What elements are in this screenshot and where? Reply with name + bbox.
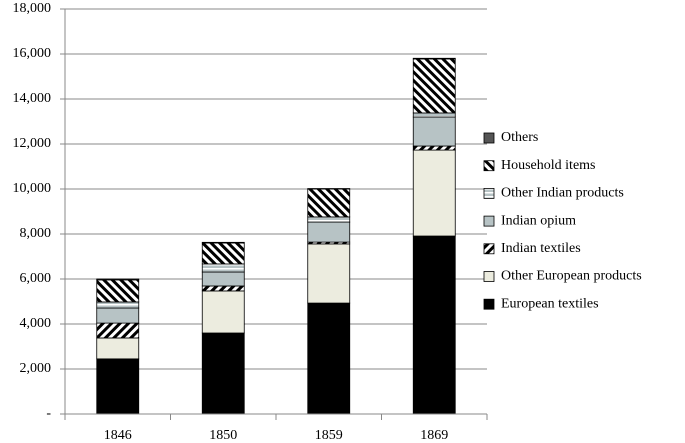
bar-segment bbox=[96, 337, 140, 360]
legend-label: Others bbox=[501, 130, 538, 145]
bar-segment bbox=[412, 145, 456, 151]
bar-segment bbox=[412, 149, 456, 237]
bar-segment bbox=[96, 358, 140, 415]
bar-segment bbox=[307, 243, 351, 304]
bar-segment bbox=[307, 188, 351, 218]
x-tick-label: 1850 bbox=[209, 428, 237, 443]
bar-segment bbox=[201, 285, 245, 292]
legend-swatch bbox=[483, 243, 495, 255]
bar-segment bbox=[412, 57, 456, 60]
bar-segment bbox=[201, 290, 245, 334]
bar-segment bbox=[96, 278, 140, 281]
y-tick-label: 4,000 bbox=[20, 316, 52, 331]
y-tick-label: 6,000 bbox=[20, 271, 52, 286]
legend-swatch bbox=[483, 160, 495, 172]
bar-segment bbox=[201, 242, 245, 265]
bar-segment bbox=[201, 332, 245, 415]
x-tick-label: 1846 bbox=[104, 428, 132, 443]
bar-segment bbox=[201, 241, 245, 244]
legend-label: European textiles bbox=[501, 296, 599, 311]
y-tick-label: 16,000 bbox=[13, 46, 52, 61]
y-tick-label: 14,000 bbox=[13, 91, 52, 106]
bar-segment bbox=[307, 302, 351, 415]
y-tick-label: 2,000 bbox=[20, 361, 52, 376]
x-tick-label: 1869 bbox=[420, 428, 448, 443]
legend-label: Other Indian products bbox=[501, 186, 624, 201]
y-tick-label: 10,000 bbox=[13, 181, 52, 196]
y-tick-label: 18,000 bbox=[13, 1, 52, 16]
bar-segment bbox=[201, 263, 245, 273]
legend-swatch bbox=[483, 132, 495, 144]
legend-swatch bbox=[483, 215, 495, 227]
y-tick-label: 8,000 bbox=[20, 226, 52, 241]
bar-segment bbox=[96, 322, 140, 339]
legend-swatch bbox=[483, 187, 495, 199]
legend-label: Other European products bbox=[501, 269, 642, 284]
bar-segment bbox=[96, 307, 140, 324]
bar-segment bbox=[412, 58, 456, 114]
bar-segment bbox=[412, 116, 456, 147]
legend-label: Household items bbox=[501, 158, 596, 173]
bar-segment bbox=[307, 216, 351, 223]
y-tick-label: - bbox=[46, 406, 51, 421]
bar-segment bbox=[96, 301, 140, 309]
y-tick-label: 12,000 bbox=[13, 136, 52, 151]
legend-swatch bbox=[483, 271, 495, 282]
legend-label: Indian opium bbox=[501, 213, 576, 228]
bar-segment bbox=[412, 235, 456, 415]
bar-segment bbox=[307, 221, 351, 243]
bar-segment bbox=[412, 112, 456, 118]
legend-swatch bbox=[483, 298, 495, 310]
bar-segment bbox=[96, 279, 140, 303]
x-tick-label: 1859 bbox=[315, 428, 343, 443]
bar-segment bbox=[201, 271, 245, 287]
legend-label: Indian textiles bbox=[501, 241, 581, 256]
